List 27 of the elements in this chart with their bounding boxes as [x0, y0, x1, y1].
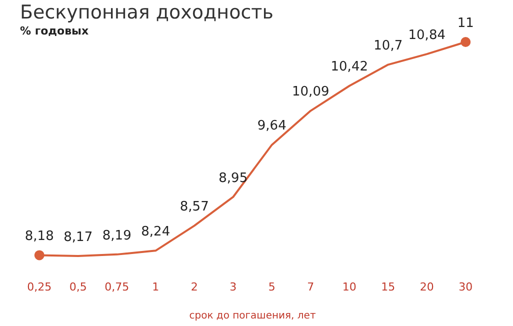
- x-tick-label: 1: [152, 280, 160, 294]
- x-tick-label: 10: [342, 280, 356, 294]
- data-label: 8,19: [102, 228, 132, 244]
- x-tick-label: 0,25: [27, 280, 52, 294]
- data-label: 11: [457, 16, 474, 31]
- x-tick-label: 15: [381, 280, 396, 294]
- data-label: 8,57: [180, 200, 209, 215]
- chart-title: Бескупонная доходность: [20, 1, 274, 24]
- data-label: 10,42: [330, 60, 368, 75]
- x-tick-label: 2: [190, 280, 198, 294]
- data-label: 8,95: [218, 170, 248, 186]
- data-label: 8,24: [141, 224, 170, 240]
- data-label: 10,7: [374, 38, 403, 54]
- x-tick-label: 3: [230, 280, 237, 294]
- data-label: 8,18: [24, 229, 54, 244]
- chart-subtitle: % годовых: [20, 24, 89, 38]
- x-tick-label: 5: [268, 280, 276, 294]
- x-tick-label: 0,75: [104, 280, 130, 294]
- x-tick-label: 30: [458, 280, 473, 294]
- data-label: 8,17: [64, 230, 93, 245]
- x-tick-label: 0,5: [69, 280, 87, 294]
- x-axis-title: срок до погашения, лет: [189, 310, 316, 322]
- data-label: 10,84: [408, 28, 446, 43]
- data-label: 9,64: [257, 118, 286, 134]
- x-tick-label: 20: [420, 280, 434, 294]
- x-tick-label: 7: [307, 280, 314, 294]
- data-label: 10,09: [292, 84, 330, 100]
